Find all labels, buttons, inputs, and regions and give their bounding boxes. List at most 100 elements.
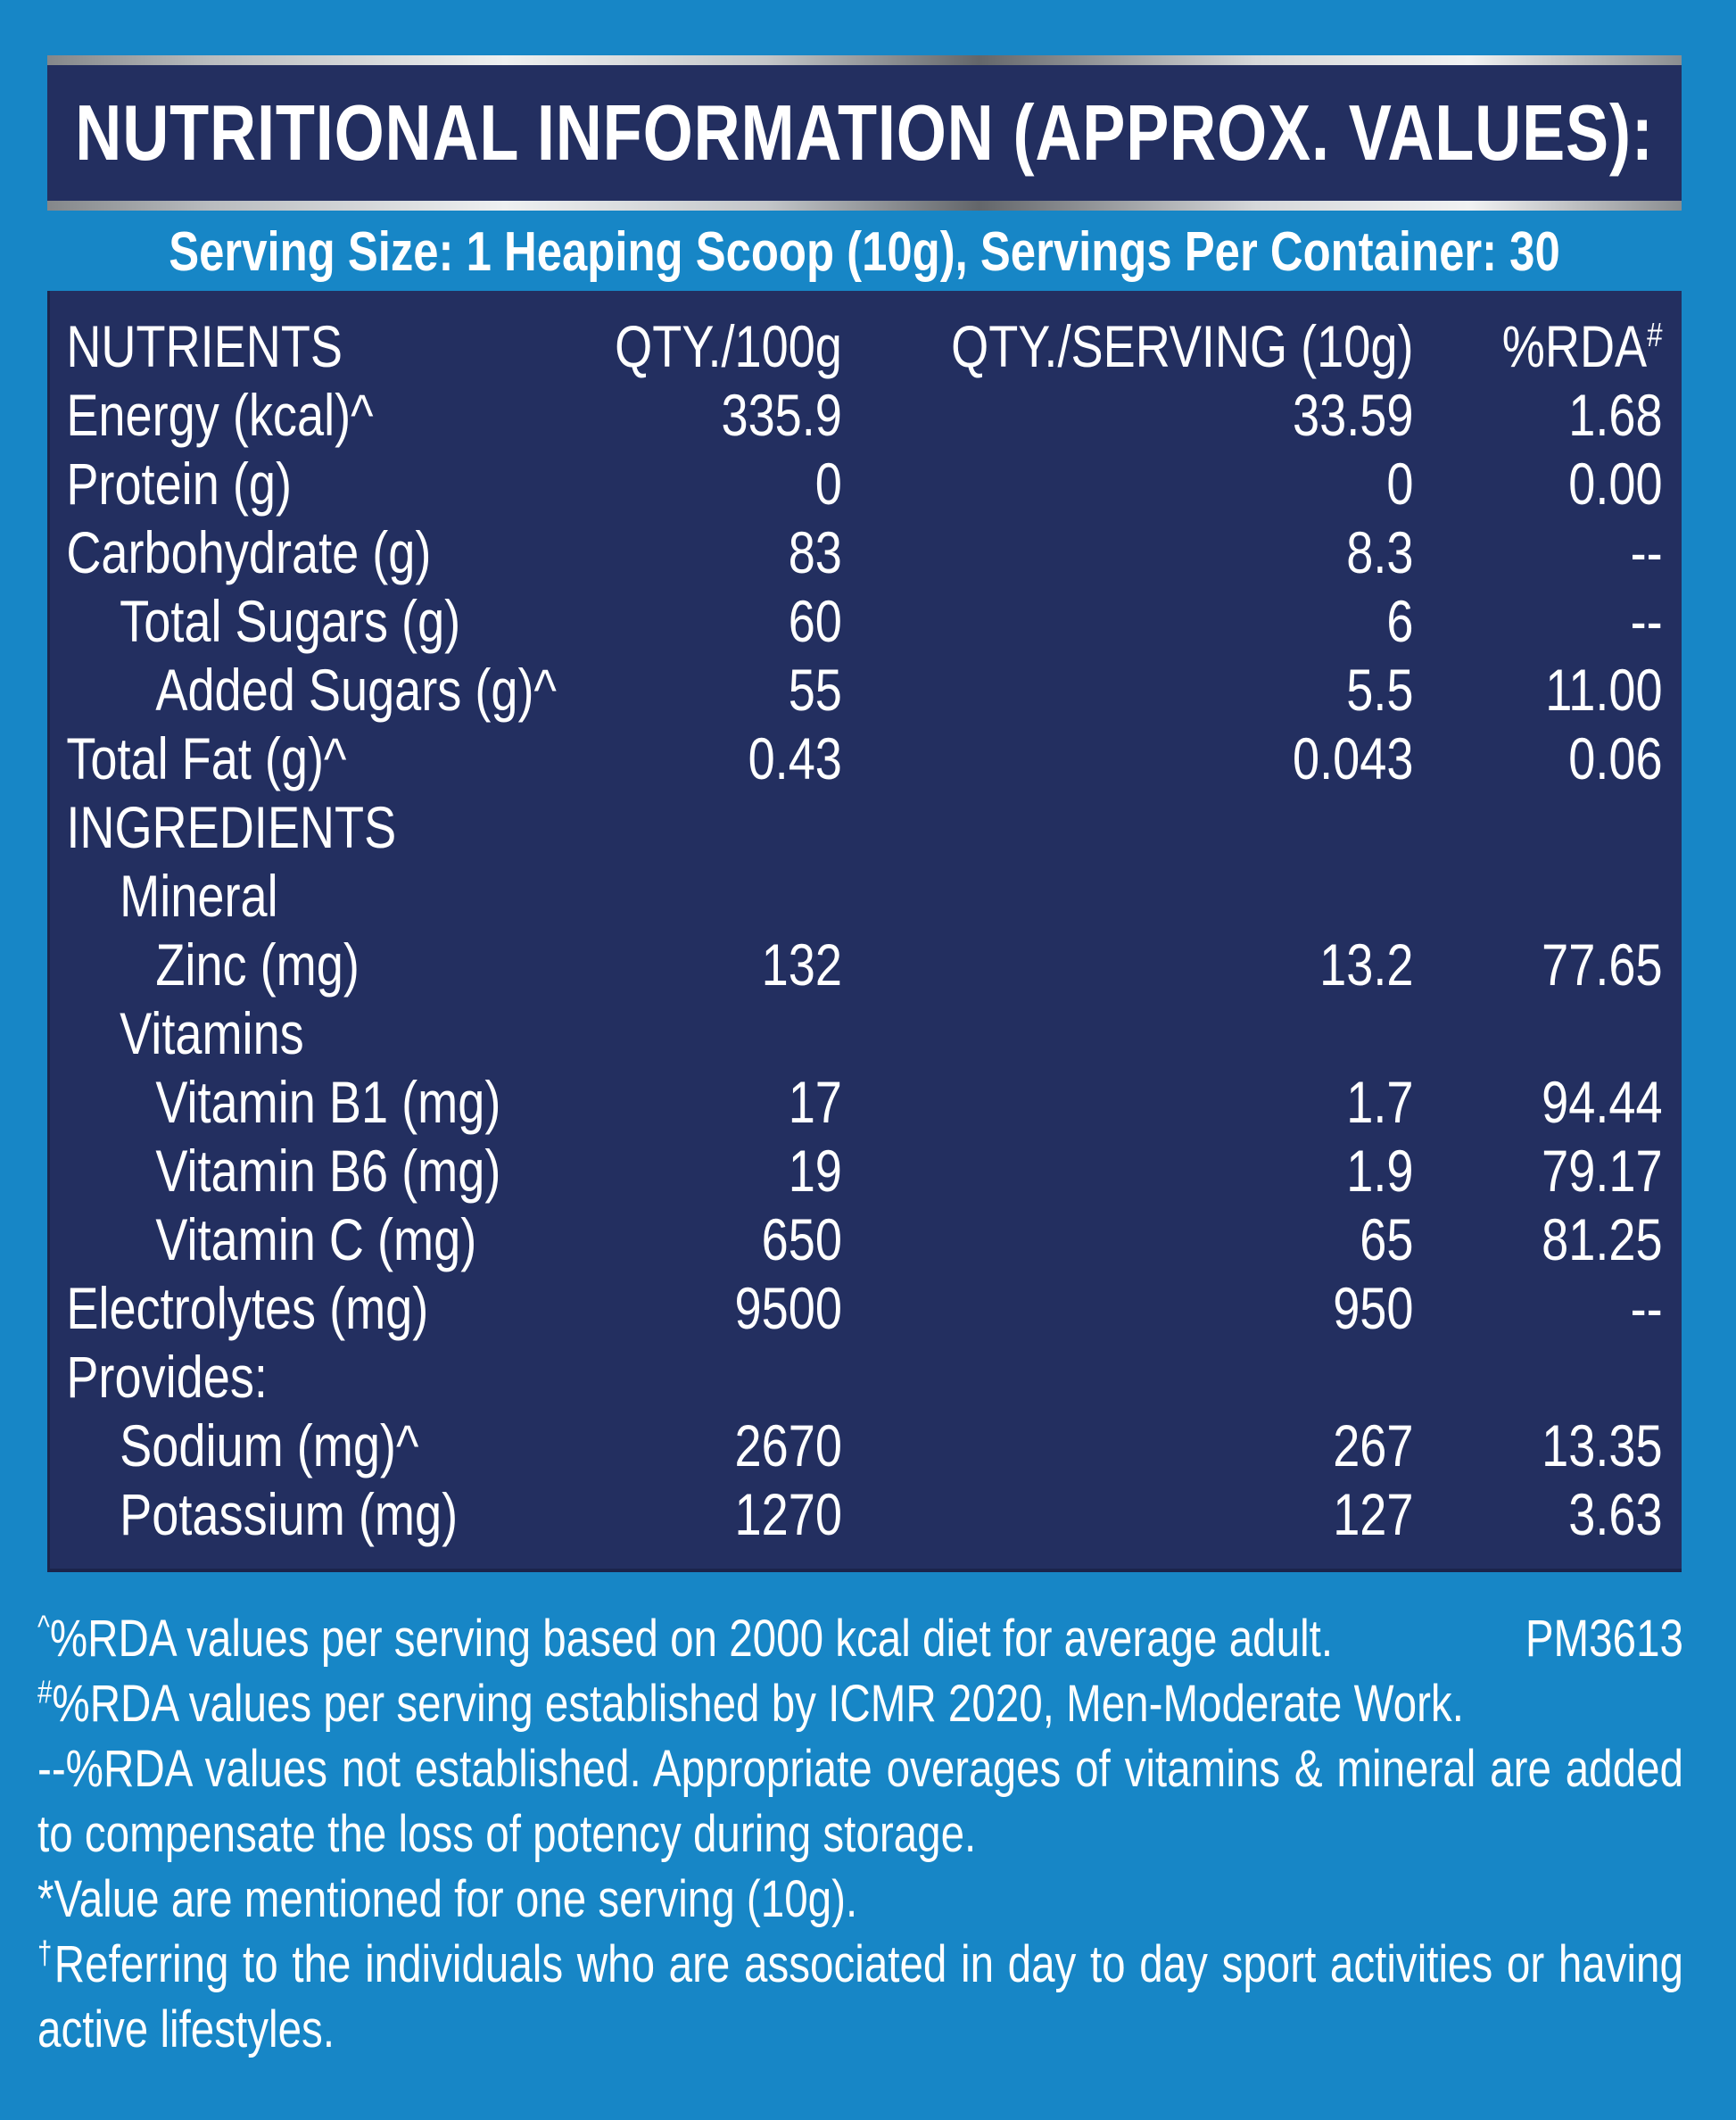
footnote-marker: ^	[37, 1608, 50, 1645]
footnotes: ^%RDA values per serving based on 2000 k…	[37, 1606, 1683, 2062]
qty-100g-value: 17	[788, 1069, 842, 1135]
qty-100g-value: 9500	[734, 1275, 842, 1341]
section-row: Mineral	[66, 862, 1662, 931]
footnote-marker: †	[37, 1934, 54, 1971]
qty-serving-value: 13.2	[1319, 932, 1414, 998]
footnote-active-lifestyle: †Referring to the individuals who are as…	[37, 1932, 1683, 2062]
page-title: NUTRITIONAL INFORMATION (APPROX. VALUES)…	[75, 88, 1654, 177]
qty-serving-value: 267	[1333, 1412, 1414, 1478]
table-row: Potassium (mg) 1270 127 3.63	[66, 1480, 1662, 1549]
table-row: Carbohydrate (g) 83 8.3 --	[66, 518, 1662, 587]
qty-serving-value: 1.7	[1346, 1069, 1414, 1135]
footnote-text: Referring to the individuals who are ass…	[37, 1935, 1683, 2058]
rda-value: 11.00	[1545, 657, 1663, 723]
table-row: Electrolytes (mg) 9500 950 --	[66, 1274, 1662, 1343]
nutrient-label: Sodium (mg)^	[120, 1412, 419, 1478]
qty-100g-value: 650	[761, 1206, 842, 1272]
qty-serving-value: 950	[1333, 1275, 1414, 1341]
nutrient-label: Added Sugars (g)^	[155, 657, 557, 723]
column-header-qty-100g: QTY./100g	[615, 313, 842, 379]
rda-value: 77.65	[1542, 932, 1663, 998]
rda-value: 0.06	[1568, 725, 1663, 791]
table-header-row: NUTRIENTS QTY./100g QTY./SERVING (10g) %…	[66, 312, 1662, 381]
nutrient-label: Vitamin B6 (mg)	[155, 1138, 501, 1204]
nutrient-label: Carbohydrate (g)	[66, 519, 432, 585]
table-row: Added Sugars (g)^ 55 5.5 11.00	[66, 656, 1662, 725]
metal-bar-bottom	[47, 201, 1682, 211]
rda-value: 13.35	[1542, 1412, 1663, 1478]
qty-serving-value: 1.9	[1346, 1138, 1414, 1204]
rda-value: 94.44	[1542, 1069, 1663, 1135]
qty-serving-value: 5.5	[1346, 657, 1414, 723]
footnote-text: %RDA values not established. Appropriate…	[37, 1740, 1683, 1863]
table-row: Vitamin B1 (mg) 17 1.7 94.44	[66, 1068, 1662, 1137]
serving-band: Serving Size: 1 Heaping Scoop (10g), Ser…	[47, 214, 1682, 291]
footnote-rda-icmr: #%RDA values per serving established by …	[37, 1671, 1683, 1736]
table-row: Total Sugars (g) 60 6 --	[66, 587, 1662, 656]
qty-100g-value: 60	[788, 588, 842, 654]
table-row: Energy (kcal)^ 335.9 33.59 1.68	[66, 381, 1662, 450]
qty-serving-value: 127	[1333, 1481, 1414, 1547]
qty-serving-value: 8.3	[1346, 519, 1414, 585]
footnote-rda-diet: ^%RDA values per serving based on 2000 k…	[37, 1606, 1683, 1671]
nutrition-table-panel: NUTRIENTS QTY./100g QTY./SERVING (10g) %…	[47, 291, 1682, 1572]
section-label: INGREDIENTS	[66, 794, 397, 860]
qty-serving-value: 33.59	[1293, 382, 1414, 448]
column-header-rda: %RDA#	[1413, 312, 1663, 381]
footnote-text: Value are mentioned for one serving (10g…	[54, 1870, 858, 1928]
title-band: NUTRITIONAL INFORMATION (APPROX. VALUES)…	[47, 55, 1682, 211]
nutrient-label: Energy (kcal)^	[66, 382, 374, 448]
rda-header-text: %RDA	[1501, 313, 1648, 379]
qty-100g-value: 2670	[734, 1412, 842, 1478]
nutrient-label: Potassium (mg)	[120, 1481, 459, 1547]
rda-value: 0.00	[1568, 451, 1663, 517]
section-row: INGREDIENTS	[66, 793, 1662, 862]
nutrient-label: Total Fat (g)^	[66, 725, 347, 791]
qty-100g-value: 19	[788, 1138, 842, 1204]
product-code: PM3613	[1525, 1610, 1683, 1668]
table-row: Protein (g) 0 0 0.00	[66, 450, 1662, 518]
qty-serving-value: 6	[1386, 588, 1414, 654]
footnote-marker: *	[37, 1870, 54, 1928]
table-row: Vitamin B6 (mg) 19 1.9 79.17	[66, 1137, 1662, 1205]
table-row: Zinc (mg) 132 13.2 77.65	[66, 931, 1662, 999]
table-row: Total Fat (g)^ 0.43 0.043 0.06	[66, 725, 1662, 793]
rda-value: --	[1630, 519, 1663, 585]
metal-bar-top	[47, 55, 1682, 65]
rda-header-superscript: #	[1647, 316, 1663, 354]
footnote-serving-value: *Value are mentioned for one serving (10…	[37, 1867, 1683, 1932]
qty-100g-value: 83	[788, 519, 842, 585]
rda-value: 79.17	[1542, 1138, 1663, 1204]
qty-100g-value: 55	[788, 657, 842, 723]
qty-serving-value: 0.043	[1293, 725, 1414, 791]
nutrient-label: Protein (g)	[66, 451, 292, 517]
nutrient-label: Electrolytes (mg)	[66, 1275, 429, 1341]
table-row: Vitamin C (mg) 650 65 81.25	[66, 1205, 1662, 1274]
rda-value: 81.25	[1542, 1206, 1663, 1272]
rda-value: 3.63	[1568, 1481, 1663, 1547]
nutrient-label: Vitamin B1 (mg)	[155, 1069, 501, 1135]
footnote-marker: #	[37, 1673, 53, 1710]
nutrient-label: Zinc (mg)	[155, 932, 360, 998]
section-label: Vitamins	[120, 1000, 304, 1066]
footnote-text: %RDA values per serving established by I…	[52, 1675, 1464, 1733]
column-header-qty-serving: QTY./SERVING (10g)	[951, 313, 1414, 379]
qty-100g-value: 1270	[734, 1481, 842, 1547]
serving-size-line: Serving Size: 1 Heaping Scoop (10g), Ser…	[169, 221, 1560, 283]
nutrition-table: NUTRIENTS QTY./100g QTY./SERVING (10g) %…	[47, 312, 1682, 1549]
table-row: Sodium (mg)^ 2670 267 13.35	[66, 1412, 1662, 1480]
nutrient-label: Total Sugars (g)	[120, 588, 461, 654]
footnote-text: %RDA values per serving based on 2000 kc…	[49, 1610, 1334, 1668]
column-header-nutrients: NUTRIENTS	[66, 313, 343, 379]
qty-serving-value: 65	[1360, 1206, 1414, 1272]
rda-value: 1.68	[1568, 382, 1663, 448]
rda-value: --	[1630, 1275, 1663, 1341]
qty-100g-value: 0.43	[748, 725, 842, 791]
nutrient-label: Vitamin C (mg)	[155, 1206, 477, 1272]
section-label: Mineral	[120, 863, 278, 929]
qty-100g-value: 335.9	[721, 382, 842, 448]
section-row: Provides:	[66, 1343, 1662, 1412]
footnote-marker: --	[37, 1740, 66, 1798]
qty-100g-value: 132	[761, 932, 842, 998]
